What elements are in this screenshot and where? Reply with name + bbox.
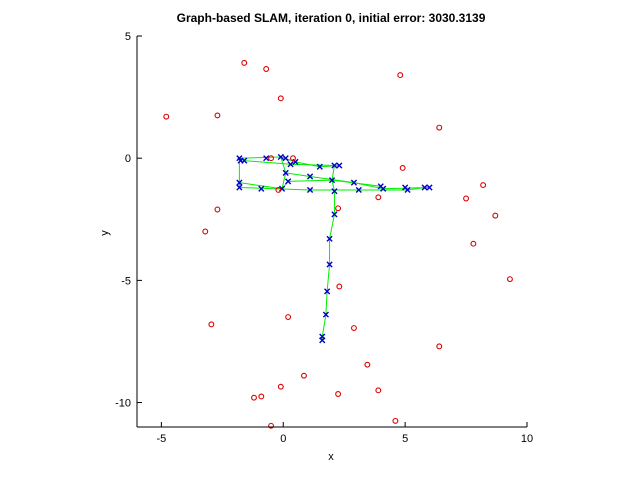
x-tick-label: 0 (280, 433, 286, 445)
landmark-marker (214, 206, 221, 213)
landmarks-layer (163, 59, 513, 429)
graph-edge (331, 179, 381, 187)
landmark-marker (480, 182, 487, 189)
y-tick-label: 5 (125, 31, 131, 43)
pose-marker (426, 184, 433, 191)
pose-marker (319, 337, 326, 344)
landmark-marker (277, 383, 284, 390)
landmark-marker (335, 205, 342, 212)
landmark-marker (392, 417, 399, 424)
x-tick-label: -5 (156, 433, 166, 445)
landmark-marker (375, 194, 382, 201)
pose-marker (326, 261, 333, 268)
landmark-marker (506, 276, 513, 283)
pose-marker (263, 155, 270, 162)
graph-edge (239, 182, 283, 190)
landmark-marker (397, 72, 404, 79)
pose-marker (236, 179, 243, 186)
pose-marker (404, 186, 411, 194)
y-tick-label: 0 (125, 153, 131, 165)
pose-marker (306, 186, 314, 194)
landmark-marker (268, 155, 275, 162)
landmark-marker (268, 422, 275, 429)
pose-marker (324, 288, 331, 295)
y-tick-label: -10 (115, 398, 131, 410)
landmark-marker (202, 228, 209, 235)
pose-marker (236, 184, 243, 191)
landmark-marker (350, 325, 357, 331)
pose-marker (282, 155, 289, 162)
pose-marker (322, 311, 330, 318)
landmark-marker (163, 113, 170, 120)
landmark-marker (290, 155, 296, 162)
landmark-marker (463, 195, 470, 202)
pose-marker (316, 163, 323, 170)
pose-marker (241, 157, 248, 164)
poses-layer (236, 153, 433, 344)
pose-marker (355, 186, 362, 194)
landmark-marker (301, 372, 307, 379)
landmark-marker (335, 391, 342, 397)
graph-edge (280, 156, 287, 173)
pose-marker (306, 173, 314, 180)
chart-title: Graph-based SLAM, iteration 0, initial e… (177, 11, 486, 25)
pose-marker (285, 178, 292, 185)
y-axis-label: y (99, 230, 111, 236)
graph-edge (285, 172, 311, 178)
pose-marker (331, 162, 338, 169)
graph-edge (407, 187, 425, 191)
pose-marker (326, 235, 333, 242)
graph-edge (319, 165, 340, 168)
landmark-marker (208, 321, 215, 328)
pose-marker (331, 188, 338, 195)
pose-marker (258, 185, 265, 192)
landmark-marker (336, 283, 343, 290)
graph-edge (329, 214, 335, 239)
landmark-marker (375, 387, 382, 394)
landmark-marker (436, 124, 443, 131)
pose-marker (336, 162, 343, 169)
pose-marker (328, 177, 336, 184)
landmark-marker (241, 59, 248, 66)
landmark-marker (285, 314, 292, 320)
landmark-marker (277, 95, 284, 102)
pose-marker (350, 179, 358, 186)
graph-edge (321, 314, 327, 337)
graph-edge (239, 187, 311, 191)
pose-marker (287, 161, 294, 168)
graph-edge (331, 165, 335, 181)
x-axis-label: x (328, 451, 334, 463)
graph-edge (326, 264, 331, 292)
landmark-marker (258, 393, 265, 400)
landmark-marker (399, 165, 406, 171)
landmark-marker (275, 187, 282, 193)
landmark-marker (470, 240, 477, 247)
landmark-marker (263, 66, 270, 72)
pose-marker (380, 185, 387, 192)
pose-marker (331, 211, 338, 218)
landmark-marker (251, 394, 257, 401)
graph-edge (331, 180, 335, 192)
graph-edge (325, 291, 328, 315)
pose-marker (421, 184, 428, 191)
landmark-marker (492, 212, 499, 219)
y-tick-label: -5 (121, 275, 131, 287)
x-ticks: -5 0 5 10 (156, 422, 533, 445)
x-tick-label: 10 (521, 433, 533, 445)
landmark-marker (364, 361, 371, 368)
landmark-marker (214, 112, 221, 119)
pose-marker (282, 169, 289, 176)
pose-marker (277, 153, 284, 161)
graph-edge (281, 172, 287, 189)
y-ticks: 5 0 -5 -10 (115, 31, 142, 410)
landmark-marker (436, 343, 443, 350)
x-tick-label: 5 (402, 433, 408, 445)
axes (136, 36, 527, 428)
graph-edge (288, 179, 333, 182)
